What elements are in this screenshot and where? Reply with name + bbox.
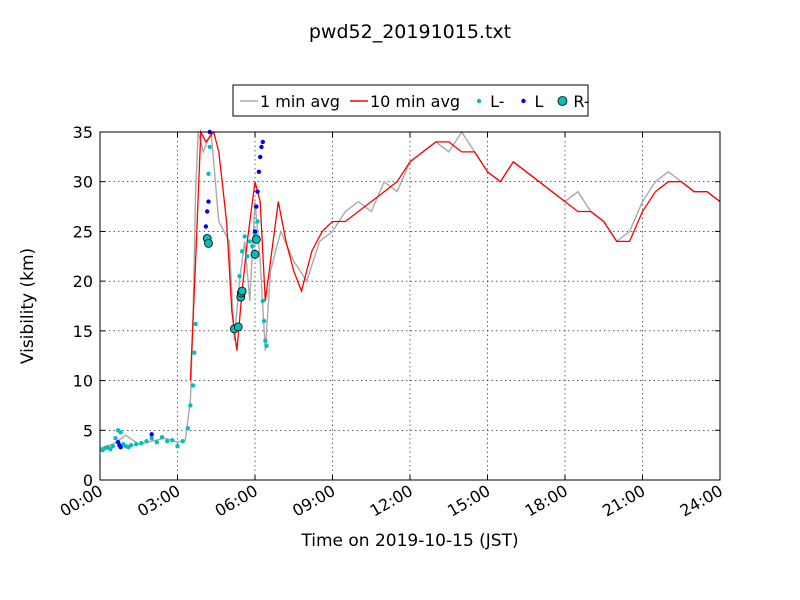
data-point-l [154, 440, 159, 445]
data-point-l [242, 234, 247, 239]
legend-items: 1 min avg 10 min avg L- L R- [240, 92, 590, 111]
legend-label: 1 min avg [260, 92, 340, 111]
data-point-l [261, 318, 267, 324]
data-point-l [255, 189, 260, 194]
data-point-l [206, 171, 211, 176]
data-point-r [237, 286, 247, 296]
data-point-l [203, 224, 209, 229]
series-layer [99, 129, 721, 453]
data-point-l [247, 239, 252, 244]
data-point-l [139, 441, 144, 446]
legend-swatch [557, 96, 568, 106]
data-point-l [144, 439, 149, 444]
data-point-l [165, 439, 170, 444]
data-point-l [185, 426, 190, 431]
chart-title: pwd52_20191015.txt [309, 21, 511, 43]
data-point-l [113, 436, 118, 441]
data-point-l [175, 444, 180, 449]
data-point-l [149, 432, 154, 437]
legend: 1 min avg 10 min avg L- L R- [232, 84, 590, 117]
legend-label: 10 min avg [370, 92, 460, 111]
data-point-l [190, 383, 196, 388]
data-point-l [180, 439, 185, 444]
data-point-l [205, 209, 210, 214]
data-point-l [254, 204, 259, 209]
data-point-l [256, 169, 262, 174]
data-point-l [260, 298, 265, 304]
data-point-l [149, 436, 154, 441]
legend-label: L [535, 92, 544, 111]
data-point-r [204, 238, 213, 248]
legend-label: L- [490, 92, 504, 111]
legend-swatch [476, 98, 482, 104]
y-tick-label: 5 [83, 421, 93, 440]
legend-swatch [521, 98, 526, 104]
data-point-l [118, 445, 123, 450]
y-tick-label: 10 [73, 372, 93, 391]
data-point-l [207, 144, 212, 150]
data-point-l [108, 447, 113, 452]
legend-label: R- [573, 92, 589, 111]
y-axis-label: Visibility (km) [18, 248, 38, 364]
data-point-l [237, 274, 242, 279]
data-point-l [118, 430, 123, 435]
data-point-l [170, 438, 175, 443]
data-point-r [251, 234, 261, 244]
data-point-r [250, 249, 260, 259]
plot-area: 00:00 03:00 06:00 09:00 12:00 15:00 18:00 21:00… [57, 123, 726, 521]
y-tick-label: 20 [73, 272, 93, 291]
data-point-l [128, 443, 134, 448]
data-point-l [188, 403, 193, 408]
data-point-l [263, 338, 268, 343]
data-point-l [192, 350, 197, 355]
y-tick-label: 0 [83, 471, 93, 490]
data-point-l [259, 144, 264, 150]
legend-frame [232, 84, 589, 117]
data-point-r [233, 322, 243, 332]
data-point-l [110, 444, 116, 449]
y-tick-label: 35 [73, 123, 93, 142]
x-axis-label: Time on 2019-10-15 (JST) [300, 531, 518, 551]
data-point-l [206, 199, 211, 204]
data-point-l [250, 244, 255, 249]
y-tick-label: 30 [73, 173, 93, 192]
data-point-l [255, 219, 260, 224]
data-point-l [159, 435, 165, 440]
data-point-l [245, 254, 250, 259]
data-point-l [252, 229, 258, 234]
data-point-l [239, 249, 245, 254]
y-tick-label: 15 [73, 322, 93, 341]
data-point-l [264, 343, 269, 348]
y-tick-label: 25 [73, 222, 93, 241]
data-point-l [258, 154, 263, 160]
data-point-l [193, 321, 198, 327]
series-line-10-min-avg [189, 129, 721, 381]
plot-background [100, 132, 720, 480]
data-point-l [260, 139, 265, 145]
data-point-l [134, 442, 139, 447]
